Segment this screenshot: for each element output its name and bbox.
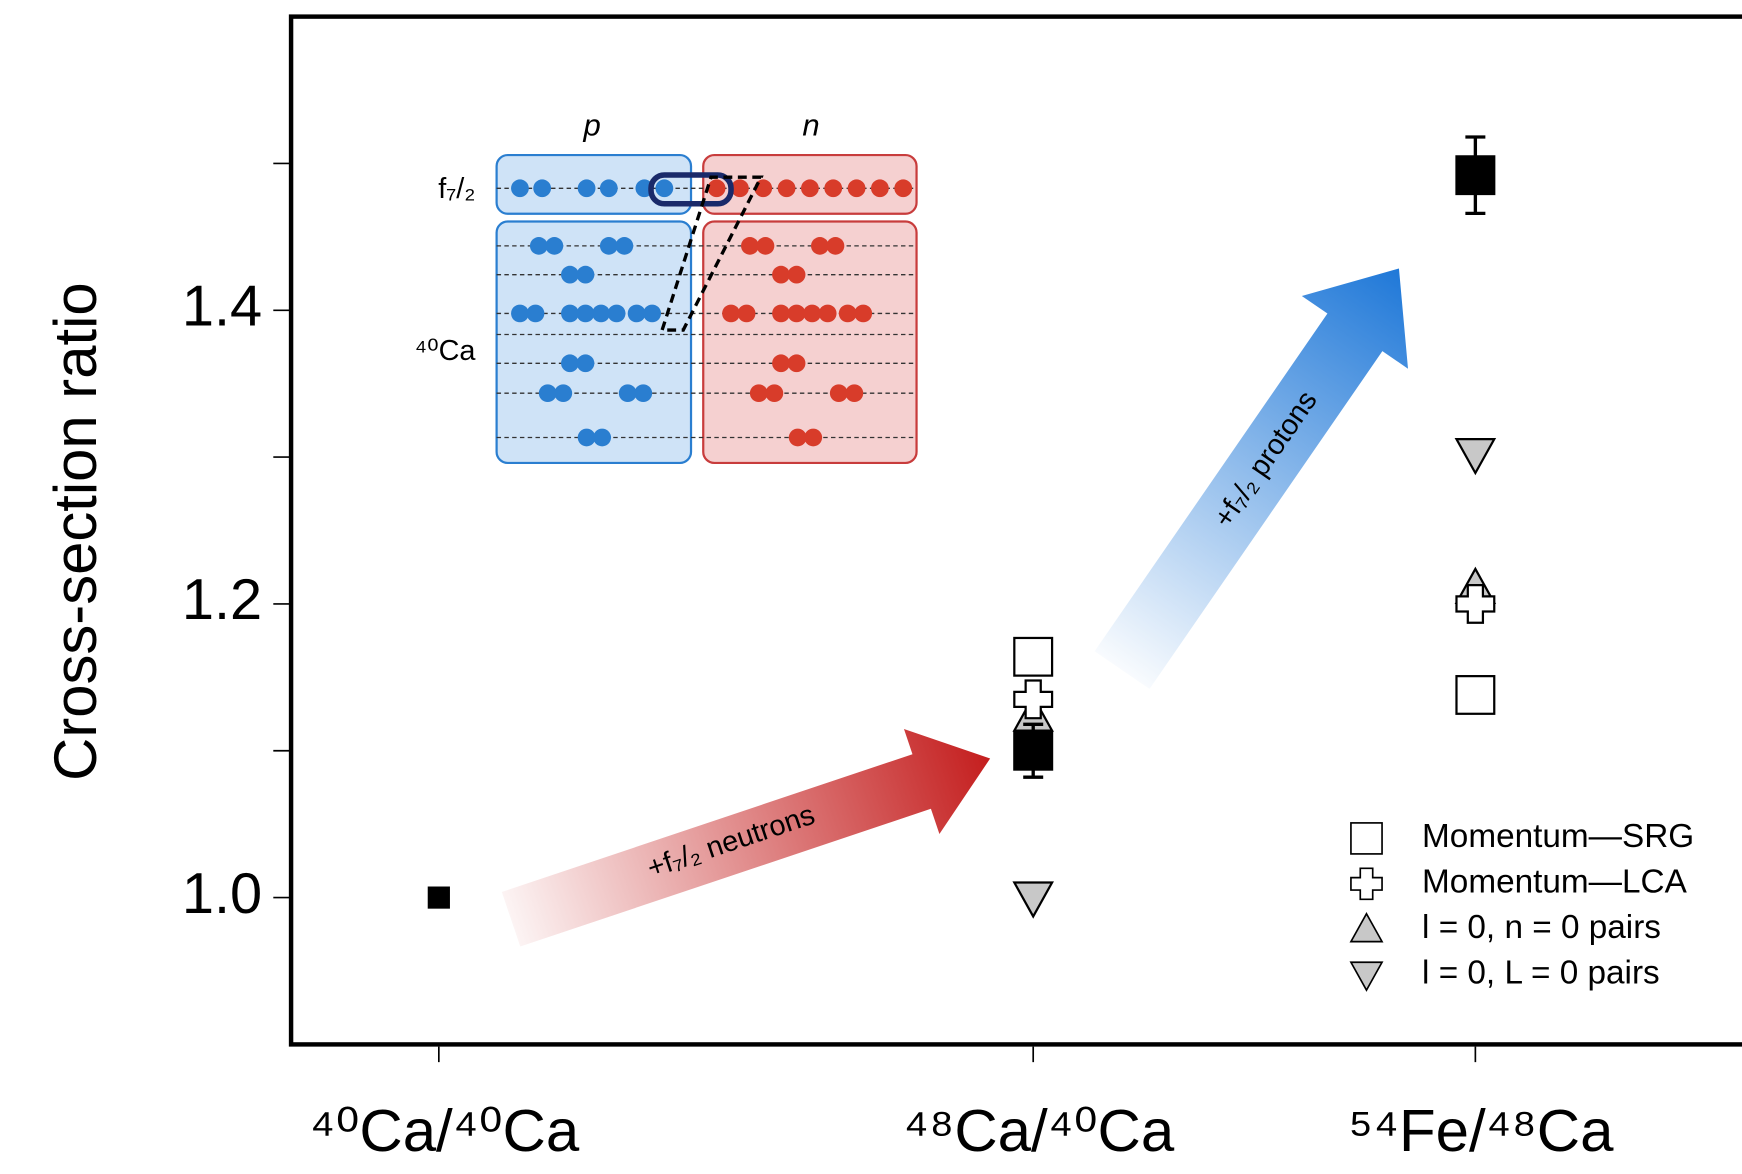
neutron: [848, 179, 866, 197]
neutron: [788, 266, 806, 284]
proton: [577, 266, 595, 284]
proton: [561, 305, 579, 323]
proton: [577, 305, 595, 323]
legend-label: l = 0, L = 0 pairs: [1422, 954, 1660, 991]
proton: [561, 266, 579, 284]
neutron: [801, 179, 819, 197]
proton: [628, 305, 646, 323]
proton: [643, 305, 661, 323]
marker: [1014, 883, 1052, 917]
neutron: [765, 384, 783, 402]
neutron: [788, 354, 806, 372]
proton: [593, 429, 611, 447]
inset-diagram: p n f₇/₂ ⁴⁰Ca: [415, 108, 917, 463]
legend-label: Momentum—SRG: [1422, 818, 1694, 855]
neutron: [894, 179, 912, 197]
neutron: [738, 305, 756, 323]
proton: [608, 305, 626, 323]
proton: [619, 384, 637, 402]
marker: [1014, 638, 1052, 676]
neutron: [827, 237, 845, 255]
proton: [578, 429, 596, 447]
neutron: [830, 384, 848, 402]
legend-marker: [1351, 914, 1382, 942]
proton: [600, 237, 618, 255]
legend-marker: [1351, 868, 1382, 899]
marker: [1014, 732, 1052, 770]
neutron: [772, 266, 790, 284]
neutron: [839, 305, 857, 323]
proton: [511, 179, 529, 197]
inset-label: p: [582, 108, 600, 143]
y-axis-label: Cross-section ratio: [42, 282, 109, 780]
neutron: [772, 354, 790, 372]
marker: [1014, 681, 1052, 719]
proton: [592, 305, 610, 323]
marker: [1456, 676, 1494, 714]
protons-arrow: +f₇/₂ protons: [1069, 232, 1452, 706]
chart: Cross-section ratio +f₇/₂ neutrons +f₇/₂…: [0, 0, 1742, 1174]
proton: [577, 354, 595, 372]
neutron: [845, 384, 863, 402]
y-tick-label: 1.0: [182, 862, 262, 926]
proton: [530, 237, 548, 255]
legend-marker: [1351, 962, 1382, 990]
neutron: [741, 237, 759, 255]
neutron: [708, 179, 726, 197]
neutron: [819, 305, 837, 323]
proton: [634, 384, 652, 402]
proton: [533, 179, 551, 197]
neutrons-arrow: +f₇/₂ neutrons: [493, 706, 1008, 972]
legend-label: Momentum—LCA: [1422, 864, 1688, 901]
marker: [1456, 156, 1494, 194]
legend-marker: [1351, 823, 1382, 854]
neutron: [757, 237, 775, 255]
proton: [600, 179, 618, 197]
neutron: [722, 305, 740, 323]
proton: [578, 179, 596, 197]
proton: [615, 237, 633, 255]
y-tick-label: 1.2: [182, 568, 262, 632]
inset-label: ⁴⁰Ca: [415, 335, 477, 367]
neutron: [824, 179, 842, 197]
neutron: [772, 305, 790, 323]
neutron: [871, 179, 889, 197]
neutron: [788, 305, 806, 323]
proton: [511, 305, 529, 323]
x-tick-label: ⁵⁴Fe/⁴⁸Ca: [1348, 1097, 1614, 1164]
x-tick-label: ⁴⁸Ca/⁴⁰Ca: [903, 1097, 1175, 1164]
neutron: [778, 179, 796, 197]
proton: [655, 179, 673, 197]
y-tick-label: 1.4: [182, 275, 262, 339]
proton: [561, 354, 579, 372]
marker: [429, 888, 449, 908]
proton: [539, 384, 557, 402]
inset-label: f₇/₂: [438, 173, 475, 205]
proton: [554, 384, 572, 402]
inset-label: n: [802, 108, 819, 143]
neutron: [789, 429, 807, 447]
neutron: [803, 305, 821, 323]
marker: [1456, 439, 1494, 473]
proton: [545, 237, 563, 255]
neutron: [811, 237, 829, 255]
neutron: [854, 305, 872, 323]
x-tick-label: ⁴⁰Ca/⁴⁰Ca: [310, 1097, 580, 1164]
proton: [527, 305, 545, 323]
legend-label: l = 0, n = 0 pairs: [1422, 909, 1661, 946]
neutron: [750, 384, 768, 402]
neutron: [804, 429, 822, 447]
